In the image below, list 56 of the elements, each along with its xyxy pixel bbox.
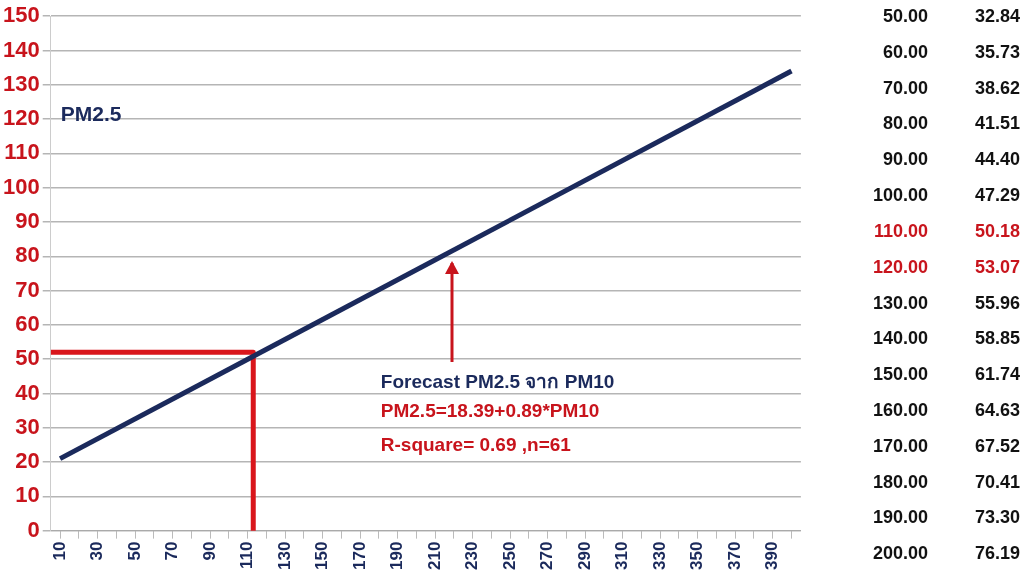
y-tick-label: 140 — [2, 36, 40, 62]
text: 130.00 55.96 — [872, 292, 1020, 314]
x-tick-label: 70 — [162, 541, 182, 561]
x-tick-label: 350 — [687, 541, 707, 571]
text: 160.00 64.63 — [872, 399, 1020, 421]
y-tick-label: 120 — [2, 105, 40, 131]
x-tick-label: 370 — [724, 541, 744, 571]
x-tick-label: 210 — [424, 541, 444, 571]
y-axis-title: PM2.5 — [60, 101, 122, 126]
y-tick-label: 150 — [2, 2, 40, 28]
text: 90.00 44.40 — [882, 149, 1020, 171]
text: 60.00 35.73 — [882, 41, 1020, 63]
x-tick-label: 230 — [462, 541, 482, 571]
annotation: R-square= 0.69 ,n=61 — [380, 434, 571, 457]
y-tick-label: 20 — [15, 448, 40, 474]
y-tick-label: 0 — [27, 516, 40, 542]
text: 190.00 73.30 — [872, 507, 1020, 529]
x-tick-label: 130 — [274, 541, 294, 571]
text: 180.00 70.41 — [872, 471, 1020, 493]
text: 70.00 38.62 — [882, 77, 1020, 99]
x-tick-label: 150 — [312, 541, 332, 571]
text: 50.00 32.84 — [882, 6, 1020, 27]
x-tick-label: 390 — [762, 541, 782, 571]
text: 110.00 50.18 — [873, 220, 1020, 242]
y-tick-label: 40 — [15, 379, 40, 405]
x-tick-label: 170 — [349, 541, 369, 571]
x-tick-label: 190 — [387, 541, 407, 571]
y-tick-label: 80 — [15, 242, 40, 268]
y-tick-label: 110 — [4, 139, 40, 165]
text: 80.00 41.51 — [882, 113, 1020, 135]
text: 150.00 61.74 — [872, 364, 1020, 386]
x-tick-label: 250 — [499, 541, 519, 571]
x-tick-label: 10 — [49, 541, 69, 561]
x-tick-label: 330 — [649, 541, 669, 571]
text: 200.00 76.19 — [872, 543, 1020, 565]
y-tick-label: 50 — [15, 345, 40, 371]
y-tick-label: 90 — [15, 208, 40, 234]
text: 170.00 67.52 — [872, 435, 1020, 457]
y-tick-label: 30 — [15, 413, 40, 439]
annotation: PM2.5=18.39+0.89*PM10 — [380, 400, 600, 423]
y-tick-label: 60 — [15, 310, 40, 336]
x-tick-label: 290 — [574, 541, 594, 571]
text: 100.00 47.29 — [872, 185, 1020, 207]
x-tick-label: 90 — [199, 541, 219, 561]
x-tick-label: 50 — [124, 541, 144, 561]
x-tick-label: 30 — [87, 541, 107, 561]
y-tick-label: 10 — [15, 482, 40, 508]
annotation: Forecast PM2.5 จาก PM10 — [380, 370, 615, 394]
text: 120.00 53.07 — [872, 256, 1020, 278]
y-tick-label: 70 — [15, 276, 40, 302]
text: 140.00 58.85 — [872, 328, 1020, 350]
y-tick-label: 100 — [2, 173, 40, 199]
x-tick-label: 270 — [537, 541, 557, 571]
x-tick-label: 310 — [612, 541, 632, 571]
y-tick-label: 130 — [2, 70, 40, 96]
x-tick-label: 110 — [237, 541, 257, 570]
